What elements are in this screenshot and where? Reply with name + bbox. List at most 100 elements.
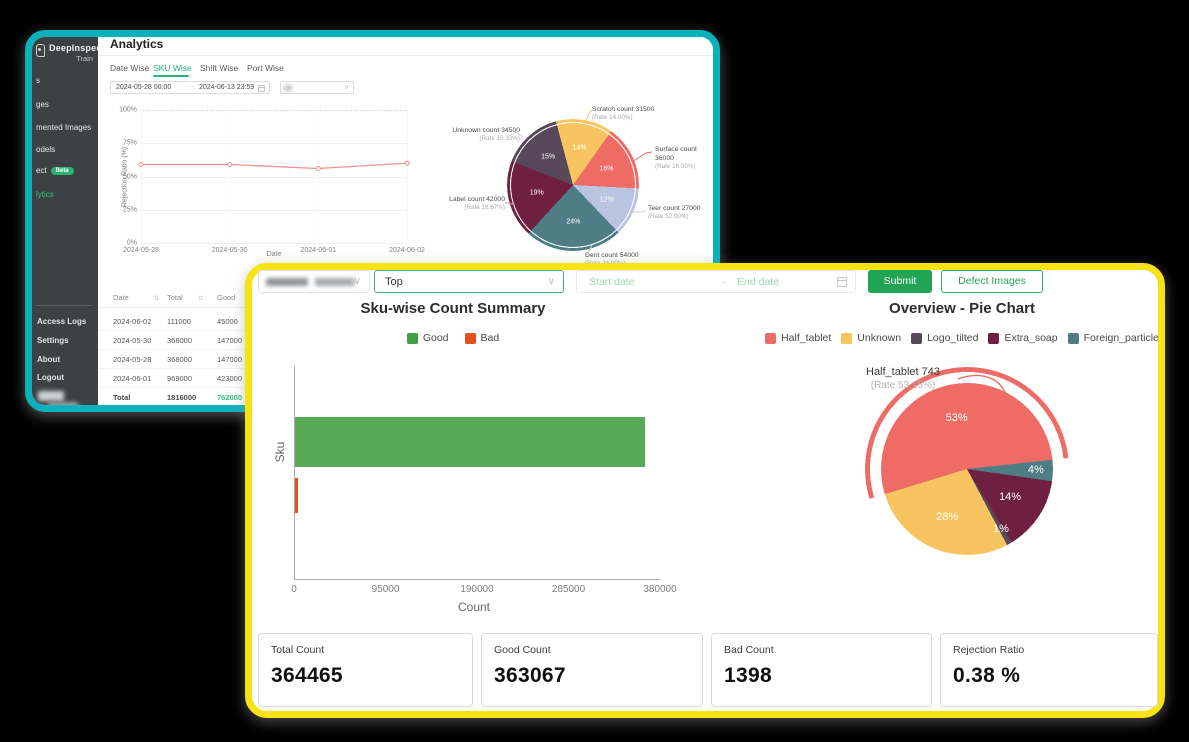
x-tick-label: 95000: [371, 584, 400, 595]
tab-sku-wise[interactable]: SKU Wise: [153, 63, 192, 73]
date-range-picker[interactable]: 2024-05-28 00:00 -- 2024-06-13 23:59: [110, 81, 270, 94]
legend-item-extra_soap[interactable]: Extra_soap: [988, 332, 1058, 344]
legend-item-logo_tilted[interactable]: Logo_tilted: [911, 332, 978, 344]
data-point-marker[interactable]: [138, 162, 144, 168]
sort-icon[interactable]: ⇅: [154, 296, 160, 302]
pie-percent-label: 14%: [572, 144, 587, 152]
legend-swatch: [765, 332, 777, 344]
pie-body[interactable]: 14% 16% 12% 24% 19% 15%: [511, 123, 635, 247]
card-label: Good Count: [494, 644, 551, 656]
sidebar-item-about[interactable]: About: [37, 355, 61, 364]
table-cell: 2024-06-01: [113, 374, 152, 383]
sidebar-item-5[interactable]: ect Beta: [36, 166, 74, 175]
chevron-down-icon: ∨: [353, 276, 361, 287]
tab-shift-wise[interactable]: Shift Wise: [200, 63, 239, 73]
col-header-good[interactable]: Good: [217, 293, 236, 302]
select-clear-icon[interactable]: ⅰ: [350, 277, 353, 286]
callout-teer: Teer count 27000 (Rate 12.00%): [648, 205, 701, 221]
end-date-input[interactable]: End date: [737, 276, 780, 288]
good-bar[interactable]: [295, 417, 645, 467]
legend-item-foreign_particle[interactable]: Foreign_particle: [1067, 332, 1158, 344]
legend-item-bad[interactable]: Bad: [464, 332, 499, 344]
sidebar-item-settings[interactable]: Settings: [37, 336, 69, 345]
legend-item-unknown[interactable]: Unknown: [841, 332, 901, 344]
sidebar-item-analytics[interactable]: lytics: [36, 190, 54, 199]
legend-item-half_tablet[interactable]: Half_tablet: [765, 332, 831, 344]
end-datetime-value[interactable]: 2024-06-13 23:59: [199, 84, 255, 91]
x-tick-label: 2024-05-28: [123, 247, 159, 254]
start-date-input[interactable]: Start date: [589, 276, 635, 288]
table-cell: 147000: [217, 336, 243, 345]
sku-select[interactable]: Top ∨: [374, 270, 564, 293]
data-point-marker[interactable]: [315, 166, 321, 172]
card-rejection-ratio: Rejection Ratio 0.38 %: [940, 633, 1158, 707]
x-tick-label: 0: [291, 584, 297, 595]
sidebar-item-logout[interactable]: Logout: [37, 373, 65, 382]
deepinspect-logo-icon: [36, 44, 45, 57]
sidebar-item-access-logs[interactable]: Access Logs: [37, 317, 87, 326]
pie-percent-label: 14%: [999, 491, 1022, 504]
pie-body[interactable]: 53% 4% 14% 1% 28%: [881, 383, 1053, 555]
col-header-total[interactable]: Total: [167, 293, 183, 302]
defect-images-button[interactable]: Defect Images: [941, 270, 1043, 293]
table-cell: 969000: [167, 374, 193, 383]
line-select[interactable]: ⅰ ∨: [258, 270, 370, 293]
y-tick-label: 0%: [126, 239, 137, 247]
summary-window: ⅰ ∨ Top ∨ Start date → End date Submit D…: [245, 263, 1165, 718]
legend-swatch: [841, 332, 853, 344]
pie-percent-label: 1%: [993, 522, 1009, 535]
col-header-date[interactable]: Date: [113, 293, 129, 302]
sidebar-item-4[interactable]: odels: [36, 145, 56, 154]
rejection-rate-series: [138, 160, 410, 172]
pie-percent-label: 16%: [599, 165, 614, 173]
table-cell: 2024-05-28: [113, 355, 152, 364]
sidebar-item-3[interactable]: mented Images: [36, 123, 92, 132]
card-value: 363067: [494, 664, 566, 687]
y-tick-label: 25%: [122, 206, 137, 214]
start-datetime-value[interactable]: 2024-05-28 00:00: [116, 84, 172, 91]
pie-legend: Half_tablet Unknown Logo_tilted Extra_soap F…: [762, 332, 1158, 344]
chevron-down-icon: ∨: [547, 276, 555, 287]
legend-item-good[interactable]: Good: [406, 332, 449, 344]
card-total-count: Total Count 364465: [258, 633, 473, 707]
sidebar: DeepInspect Train s ges mented Images od…: [32, 37, 105, 405]
table-cell: 45000: [217, 317, 238, 326]
date-range-picker[interactable]: Start date → End date: [576, 270, 856, 293]
calendar-icon: [258, 85, 265, 92]
bad-bar[interactable]: [295, 478, 298, 513]
page-title: Analytics: [110, 37, 164, 51]
sort-icon[interactable]: ⇅: [198, 296, 204, 302]
sku-filter-select[interactable]: ∨: [280, 81, 354, 94]
pie-chart-title: Overview - Pie Chart: [889, 300, 1035, 317]
date-separator: --: [189, 84, 194, 91]
pie-percent-label: 4%: [1027, 464, 1044, 477]
table-cell: 762000: [217, 393, 243, 402]
redacted-select-value: [284, 85, 292, 91]
callout-unknown: Unknown count 34500 (Rate 15.33%): [452, 127, 520, 143]
sidebar-item-1[interactable]: s: [36, 76, 40, 85]
range-arrow-icon: →: [719, 276, 728, 286]
beta-badge: Beta: [50, 167, 74, 175]
x-tick-label: 2024-06-01: [300, 247, 337, 254]
y-tick-label: 75%: [122, 139, 137, 147]
data-point-marker[interactable]: [227, 162, 233, 168]
sidebar-item-2[interactable]: ges: [36, 100, 49, 109]
submit-button[interactable]: Submit: [868, 270, 932, 293]
y-tick-label: 100%: [119, 106, 137, 114]
legend-swatch: [911, 332, 923, 344]
card-label: Rejection Ratio: [953, 644, 1025, 656]
active-tab-underline: [153, 75, 189, 77]
tab-date-wise[interactable]: Date Wise: [110, 63, 150, 73]
bar-legend: Good Bad: [292, 332, 614, 344]
legend-swatch: [1067, 332, 1079, 344]
logo-title: DeepInspect: [49, 43, 105, 53]
data-point-marker[interactable]: [404, 160, 410, 166]
callout-scratch: Scratch count 31500 (Rate 14.00%): [592, 106, 655, 122]
tab-port-wise[interactable]: Port Wise: [247, 63, 284, 73]
table-total-row[interactable]: Total 1816000 762000: [98, 388, 638, 405]
table-cell: 1816000: [167, 393, 197, 402]
x-tick-label: 2024-05-30: [211, 247, 248, 254]
sidebar-divider: [36, 305, 92, 306]
callout-surface: Surface count 36000 (Rate 16.00%): [655, 146, 697, 171]
